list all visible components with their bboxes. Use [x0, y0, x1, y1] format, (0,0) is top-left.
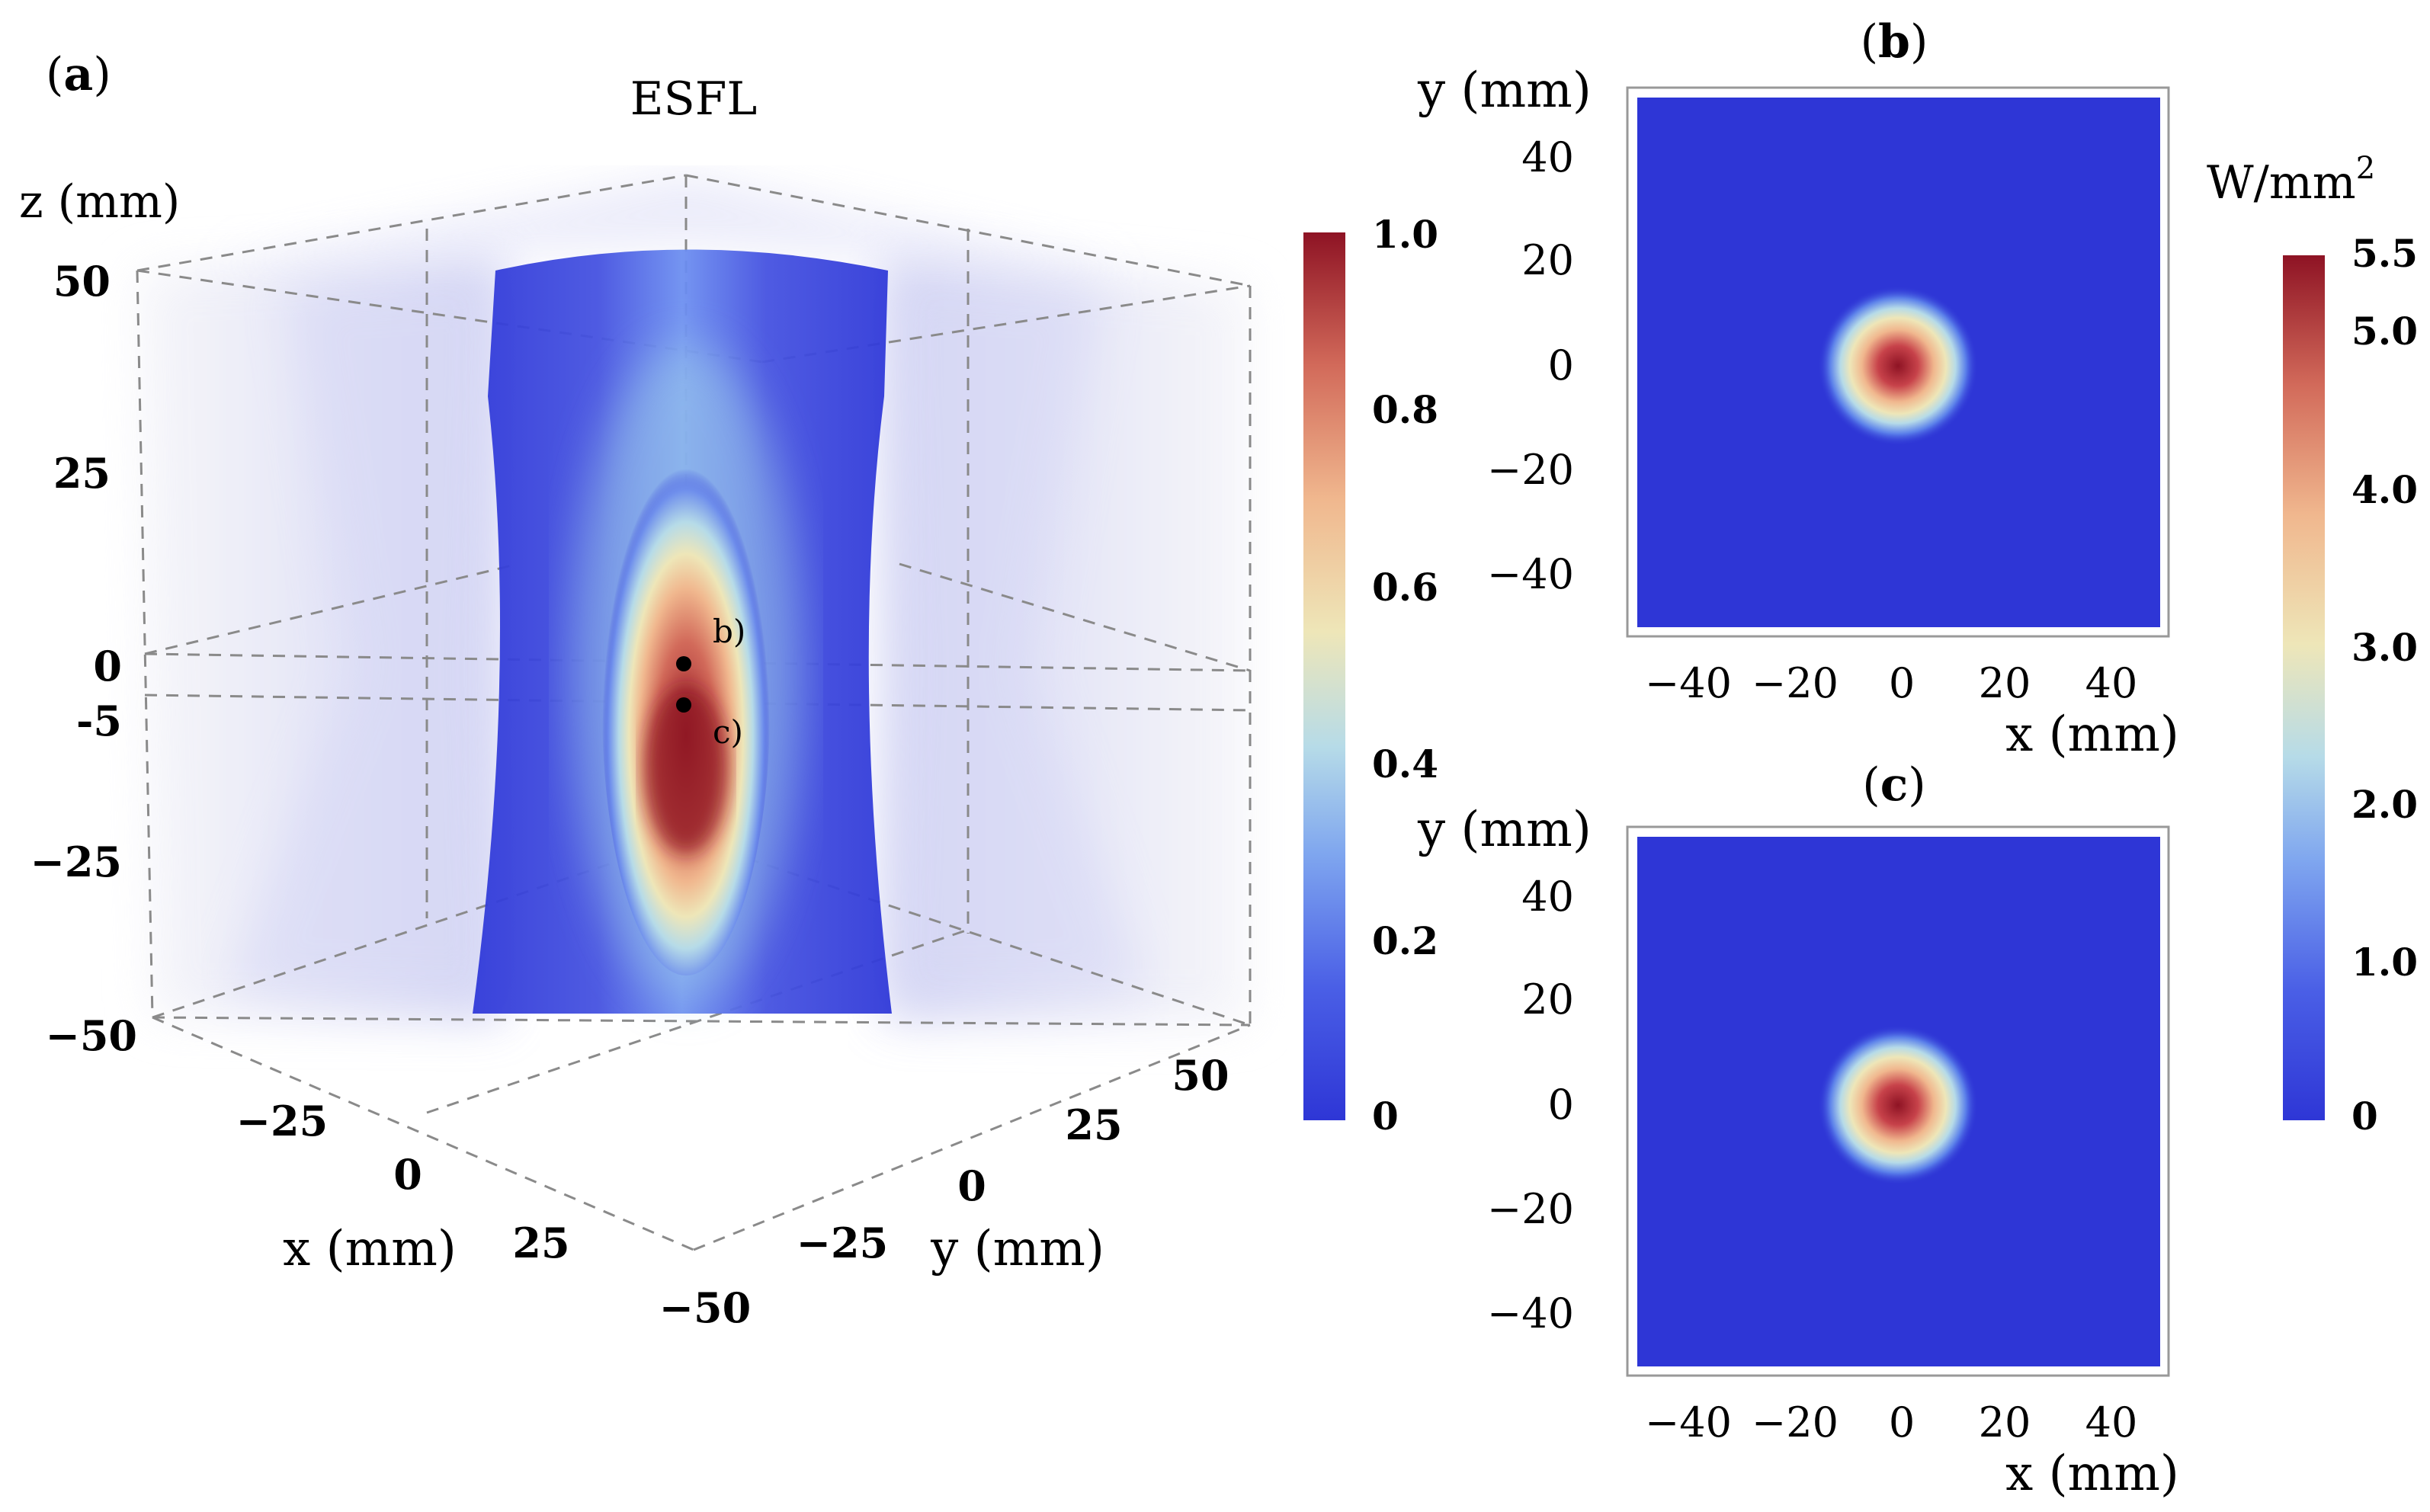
- colorbar-right-unit: W/mm2: [2207, 151, 2375, 210]
- panel-c-spot: [1818, 1025, 1978, 1185]
- x-axis-label-3d: x (mm): [283, 1221, 457, 1277]
- marker-b-label: b): [713, 613, 745, 650]
- x-tick: −20: [1752, 659, 1839, 707]
- panel-c-label: (c): [1862, 758, 1925, 812]
- x-tick: 40: [2085, 659, 2138, 707]
- cbar-tick: 5.0: [2351, 309, 2418, 354]
- y-tick: 25: [1065, 1100, 1122, 1149]
- y-tick: 40: [1521, 873, 1574, 921]
- panel-c-xlabel: x (mm): [2005, 1446, 2179, 1502]
- cbar-tick: 4.0: [2351, 467, 2418, 512]
- y-tick: 0: [1548, 1081, 1574, 1129]
- y-tick: 50: [1172, 1051, 1229, 1100]
- marker-c-label: c): [713, 713, 743, 751]
- panel-c-ylabel: y (mm): [1417, 802, 1592, 858]
- panel-b-ylabel: y (mm): [1417, 62, 1592, 119]
- x-tick: −20: [1752, 1398, 1839, 1446]
- cbar-a-tick: 0.6: [1372, 565, 1438, 610]
- haze-left-cone: [229, 274, 503, 998]
- x-tick: 40: [2085, 1398, 2138, 1446]
- colorbar-right: [2283, 255, 2325, 1120]
- cbar-tick: 2.0: [2351, 782, 2418, 827]
- cbar-tick: 0: [2351, 1094, 2378, 1139]
- z-tick: 25: [53, 449, 111, 498]
- beam-peak: [644, 686, 728, 854]
- x-tick: 0: [1889, 1398, 1915, 1446]
- panel-a-title: ESFL: [630, 72, 757, 126]
- colorbar-right-group: W/mm2 5.5 5.0 4.0 3.0 2.0 1.0 0: [2207, 151, 2418, 1139]
- y-ticks-3d: −50 −25 0 25 50: [659, 1051, 1229, 1332]
- y-tick: 20: [1521, 975, 1574, 1023]
- panel-b-label: (b): [1861, 15, 1928, 69]
- x-tick: 0: [393, 1150, 422, 1199]
- cbar-a-tick: 0: [1372, 1094, 1399, 1139]
- panel-b-xticks: −40 −20 0 20 40: [1645, 659, 2137, 707]
- panel-a: (a) ESFL: [19, 48, 1438, 1332]
- panel-b: (b) y (mm) 40 20 0 −20 −40 −40 −20 0 20 …: [1417, 15, 2179, 763]
- panel-b-xlabel: x (mm): [2005, 706, 2179, 763]
- panel-b-yticks: 40 20 0 −20 −40: [1487, 133, 1574, 598]
- marker-b: [676, 656, 691, 671]
- x-tick: −40: [1645, 1398, 1732, 1446]
- cbar-tick: 1.0: [2351, 940, 2418, 985]
- panel-b-spot: [1818, 286, 1978, 446]
- z-tick: -5: [76, 697, 122, 745]
- marker-c: [676, 697, 691, 713]
- z-tick: 50: [53, 257, 111, 306]
- y-tick: 0: [1548, 341, 1574, 389]
- x-tick: 20: [1979, 659, 2031, 707]
- z-axis-label: z (mm): [19, 175, 180, 229]
- x-ticks-3d: −25 0 25: [236, 1097, 570, 1267]
- y-tick: −20: [1487, 446, 1574, 494]
- y-tick: −50: [659, 1283, 751, 1332]
- x-tick: −25: [236, 1097, 328, 1145]
- z-tick: −50: [46, 1011, 137, 1060]
- cbar-a-tick: 0.8: [1372, 387, 1438, 432]
- y-tick: −40: [1487, 550, 1574, 598]
- beam-volume: [473, 249, 892, 1014]
- panel-a-label: (a): [46, 48, 111, 101]
- panel-c-xticks: −40 −20 0 20 40: [1645, 1398, 2137, 1446]
- cbar-tick: 3.0: [2351, 625, 2418, 670]
- cbar-a-tick: 0.4: [1372, 742, 1438, 786]
- panel-a-letter: a: [63, 48, 93, 101]
- slice-markers: b) c): [676, 613, 745, 751]
- colorbar-a-ticks: 1.0 0.8 0.6 0.4 0.2 0: [1372, 212, 1438, 1139]
- y-tick: 0: [957, 1161, 986, 1210]
- haze-top: [213, 175, 1128, 274]
- volume-haze: [137, 175, 1250, 1025]
- x-tick: 20: [1979, 1398, 2031, 1446]
- cbar-a-tick: 1.0: [1372, 212, 1438, 257]
- x-tick: −40: [1645, 659, 1732, 707]
- panel-c: (c) y (mm) 40 20 0 −20 −40 −40 −20 0 20 …: [1417, 758, 2179, 1502]
- y-tick: 40: [1521, 133, 1574, 181]
- z-tick: 0: [93, 642, 122, 690]
- haze-right-cone: [884, 274, 1143, 998]
- z-tick: −25: [30, 838, 122, 886]
- x-tick: 25: [512, 1219, 569, 1267]
- cbar-a-tick: 0.2: [1372, 918, 1438, 963]
- y-axis-label-3d: y (mm): [930, 1221, 1104, 1277]
- cbar-tick: 5.5: [2351, 231, 2418, 276]
- z-ticks: 50 25 0 -5 −25 −50: [30, 257, 137, 1060]
- y-tick: −20: [1487, 1185, 1574, 1233]
- y-tick: −40: [1487, 1289, 1574, 1337]
- x-tick: 0: [1889, 659, 1915, 707]
- colorbar-a: [1303, 232, 1345, 1120]
- y-tick: −25: [797, 1219, 888, 1267]
- colorbar-right-ticks: 5.5 5.0 4.0 3.0 2.0 1.0 0: [2351, 231, 2418, 1139]
- panel-c-yticks: 40 20 0 −20 −40: [1487, 873, 1574, 1337]
- y-tick: 20: [1521, 236, 1574, 284]
